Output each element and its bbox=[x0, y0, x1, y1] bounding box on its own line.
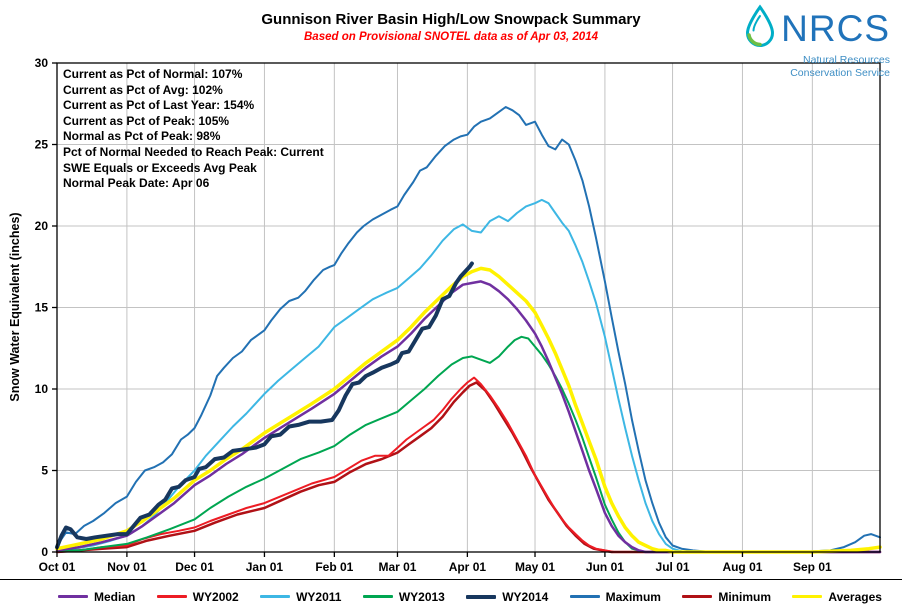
legend-item-maximum: Maximum bbox=[569, 589, 661, 604]
legend-item-wy2014: WY2014 bbox=[466, 590, 548, 604]
svg-text:Dec 01: Dec 01 bbox=[175, 560, 214, 574]
legend-line-swatch bbox=[792, 594, 823, 599]
legend-item-averages: Averages bbox=[792, 590, 882, 604]
annotation-block: Current as Pct of Normal: 107% Current a… bbox=[63, 67, 324, 192]
legend-item-wy2013: WY2013 bbox=[362, 589, 445, 604]
y-axis-label: Snow Water Equivalent (inches) bbox=[8, 212, 22, 402]
legend-line-swatch bbox=[362, 595, 393, 598]
svg-text:10: 10 bbox=[35, 382, 49, 396]
annotation-line: Pct of Normal Needed to Reach Peak: Curr… bbox=[63, 144, 324, 159]
chart-subtitle: Based on Provisional SNOTEL data as of A… bbox=[304, 31, 598, 43]
legend-item-minimum: Minimum bbox=[682, 590, 771, 604]
legend-item-wy2011: WY2011 bbox=[260, 590, 341, 604]
legend-label: Median bbox=[94, 589, 136, 604]
legend-label: Averages bbox=[828, 589, 882, 604]
nrcs-subtitle-line2: Conservation Service bbox=[790, 66, 890, 79]
svg-text:Oct 01: Oct 01 bbox=[39, 560, 76, 574]
svg-text:25: 25 bbox=[35, 138, 49, 152]
annotation-line: Current as Pct of Last Year: 154% bbox=[63, 98, 255, 113]
legend-label: Maximum bbox=[605, 589, 661, 604]
svg-text:0: 0 bbox=[41, 545, 48, 559]
annotation-line: Normal Peak Date: Apr 06 bbox=[63, 176, 210, 191]
svg-text:5: 5 bbox=[41, 464, 48, 478]
svg-text:Nov 01: Nov 01 bbox=[107, 560, 147, 574]
legend-line-swatch bbox=[569, 595, 600, 598]
legend-label: Minimum bbox=[718, 589, 771, 604]
page-title: Gunnison River Basin High/Low Snowpack S… bbox=[261, 11, 641, 28]
svg-text:Jan 01: Jan 01 bbox=[246, 560, 284, 574]
annotation-line: Current as Pct of Peak: 105% bbox=[63, 113, 230, 128]
legend-item-wy2002: WY2002 bbox=[156, 589, 239, 604]
legend-line-swatch bbox=[466, 594, 497, 599]
legend-label: WY2013 bbox=[398, 589, 445, 604]
legend-line-swatch bbox=[156, 595, 187, 598]
svg-text:Feb 01: Feb 01 bbox=[315, 560, 353, 574]
nrcs-subtitle-line1: Natural Resources bbox=[803, 54, 890, 66]
legend-line-swatch bbox=[682, 595, 713, 598]
svg-text:May 01: May 01 bbox=[515, 560, 555, 574]
legend-label: WY2002 bbox=[192, 589, 239, 604]
svg-text:15: 15 bbox=[35, 301, 49, 315]
svg-text:Apr 01: Apr 01 bbox=[449, 560, 487, 574]
legend-line-swatch bbox=[260, 595, 291, 598]
svg-text:30: 30 bbox=[35, 56, 49, 70]
svg-text:Jul 01: Jul 01 bbox=[656, 560, 690, 574]
svg-text:20: 20 bbox=[35, 219, 49, 233]
svg-text:Jun 01: Jun 01 bbox=[586, 560, 624, 574]
legend-line-swatch bbox=[58, 595, 88, 598]
water-drop-icon bbox=[743, 4, 777, 53]
nrcs-logo: NRCS Natural Resources Conservation Serv… bbox=[743, 4, 890, 79]
annotation-line: SWE Equals or Exceeds Avg Peak bbox=[63, 160, 257, 175]
svg-text:Sep 01: Sep 01 bbox=[793, 560, 832, 574]
annotation-line: Current as Pct of Normal: 107% bbox=[63, 67, 243, 81]
legend-label: WY2014 bbox=[502, 589, 549, 604]
annotation-line: Current as Pct of Avg: 102% bbox=[63, 82, 223, 97]
svg-text:Aug 01: Aug 01 bbox=[722, 560, 762, 574]
svg-text:Mar 01: Mar 01 bbox=[378, 560, 416, 574]
nrcs-acronym: NRCS bbox=[781, 7, 890, 49]
chart-legend: Median WY2002 WY2011 WY2013 WY2014 Maximum Min… bbox=[0, 579, 902, 613]
legend-label: WY2011 bbox=[296, 589, 342, 604]
annotation-line: Normal as Pct of Peak: 98% bbox=[63, 129, 221, 144]
legend-item-median: Median bbox=[58, 590, 135, 604]
